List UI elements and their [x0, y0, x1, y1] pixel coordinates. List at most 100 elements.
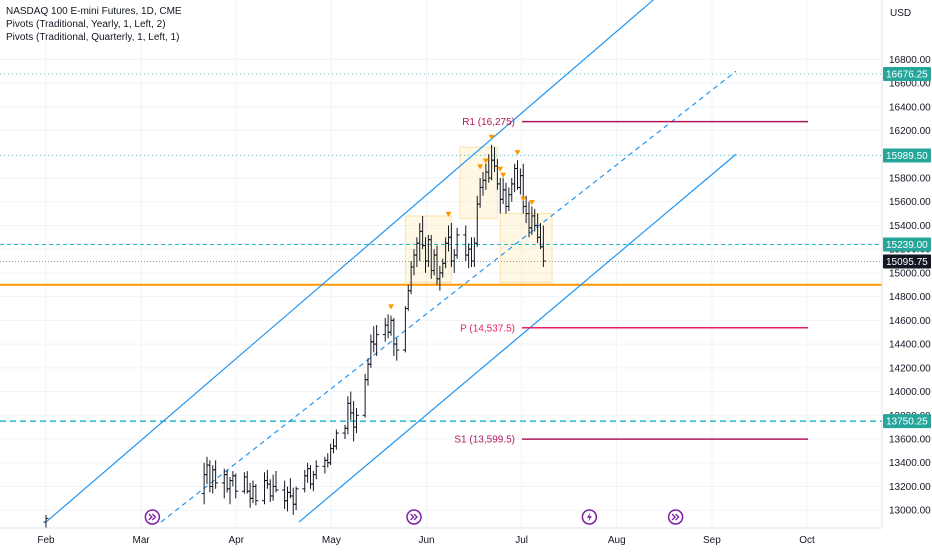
ohlc-bar[interactable]	[509, 177, 515, 202]
channel-lower-line[interactable]	[298, 153, 737, 523]
time-tick-label: Oct	[799, 535, 815, 546]
ohlc-bar[interactable]	[354, 408, 359, 434]
legend-indicator-yearly-pivots[interactable]: Pivots (Traditional, Yearly, 1, Left, 2)	[6, 19, 166, 30]
ohlc-bar[interactable]	[497, 177, 503, 214]
ohlc-bar[interactable]	[451, 249, 457, 273]
price-badge-background	[883, 148, 931, 163]
ohlc-bar[interactable]	[365, 358, 371, 386]
price-badge[interactable]: 15095.75	[883, 254, 931, 269]
ohlc-bar[interactable]	[244, 471, 250, 494]
ohlc-bar[interactable]	[333, 429, 339, 450]
ohlc-bar[interactable]	[43, 514, 49, 528]
sell-signal-triangle[interactable]	[520, 196, 527, 202]
ohlc-bar[interactable]	[230, 471, 236, 487]
ohlc-bar[interactable]	[302, 469, 308, 493]
sell-signal-triangle[interactable]	[500, 172, 507, 178]
ohlc-bar[interactable]	[342, 424, 348, 440]
ohlc-bar[interactable]	[227, 476, 233, 505]
double-arrow-icon[interactable]	[144, 509, 161, 525]
sell-signal-triangle[interactable]	[528, 200, 535, 206]
price-badge[interactable]: 15989.50	[883, 148, 931, 163]
sell-signal-triangle[interactable]	[488, 134, 495, 140]
sell-signal-triangle[interactable]	[477, 164, 484, 170]
ohlc-bar[interactable]	[382, 317, 388, 342]
ohlc-bar[interactable]	[308, 465, 313, 489]
double-arrow-icon[interactable]	[667, 509, 684, 525]
legend-indicator-quarterly-pivots[interactable]: Pivots (Traditional, Quarterly, 1, Left,…	[6, 32, 180, 43]
consolidation-box[interactable]	[499, 213, 553, 283]
ohlc-bar[interactable]	[207, 460, 213, 493]
ohlc-bar[interactable]	[204, 456, 210, 485]
lightning-glyph	[586, 512, 592, 522]
ohlc-bar[interactable]	[515, 160, 520, 190]
currency-label[interactable]: USD	[890, 8, 912, 19]
ohlc-bar[interactable]	[471, 237, 477, 267]
ohlc-bar[interactable]	[391, 317, 397, 356]
ohlc-bar[interactable]	[500, 177, 506, 205]
ohlc-bar[interactable]	[466, 243, 472, 269]
ohlc-bar[interactable]	[454, 227, 460, 259]
ohlc-bar[interactable]	[287, 478, 293, 499]
price-badge[interactable]: 13750.25	[883, 414, 931, 429]
sell-signal-triangle[interactable]	[482, 158, 489, 164]
ohlc-bar[interactable]	[371, 326, 377, 353]
ohlc-bar[interactable]	[374, 325, 380, 356]
ohlc-bar[interactable]	[385, 314, 391, 339]
sell-signal-triangle[interactable]	[445, 211, 452, 217]
ohlc-bar[interactable]	[362, 373, 368, 418]
ohlc-bar[interactable]	[213, 460, 219, 489]
sell-signal-triangle[interactable]	[388, 304, 394, 310]
ohlc-bar[interactable]	[285, 486, 290, 512]
ohlc-bar[interactable]	[368, 334, 374, 368]
ohlc-bar[interactable]	[282, 480, 288, 510]
ohlc-bar[interactable]	[402, 306, 408, 353]
ohlc-bar[interactable]	[273, 471, 279, 493]
ohlc-bar[interactable]	[270, 474, 276, 501]
ohlc-bar[interactable]	[201, 462, 207, 505]
pivot-level-label: P (14,537.5)	[460, 323, 515, 334]
double-arrow-icon[interactable]	[406, 509, 422, 525]
ohlc-bar[interactable]	[293, 486, 299, 511]
ohlc-bar[interactable]	[221, 468, 227, 499]
ohlc-bar[interactable]	[253, 484, 259, 506]
price-badge-label: 15239.00	[886, 240, 928, 251]
ohlc-bar[interactable]	[503, 182, 509, 214]
ohlc-bar[interactable]	[262, 472, 267, 505]
sell-signal-triangle[interactable]	[514, 150, 521, 156]
sell-signal-triangle[interactable]	[497, 166, 504, 172]
ohlc-bar[interactable]	[325, 453, 331, 468]
time-tick-label: May	[322, 535, 341, 546]
ohlc-bar[interactable]	[233, 473, 239, 499]
ohlc-bar[interactable]	[388, 315, 394, 336]
ohlc-bar[interactable]	[469, 237, 474, 267]
ohlc-bar[interactable]	[540, 225, 546, 267]
ohlc-bar[interactable]	[463, 225, 469, 262]
chart-title[interactable]: NASDAQ 100 E-mini Futures, 1D, CME	[6, 6, 182, 17]
ohlc-bar[interactable]	[250, 480, 256, 504]
price-axis: 13000.0013200.0013400.0013600.0013800.00…	[881, 0, 932, 550]
ohlc-bar[interactable]	[290, 487, 296, 515]
lightning-icon[interactable]	[581, 509, 598, 525]
price-badge[interactable]: 15239.00	[883, 237, 931, 252]
ohlc-bar[interactable]	[313, 460, 319, 480]
ohlc-bar[interactable]	[322, 456, 328, 474]
ohlc-bar[interactable]	[394, 338, 400, 361]
ohlc-bar[interactable]	[506, 187, 512, 212]
double-arrow-glyph	[671, 513, 680, 521]
price-tick-label: 16800.00	[889, 55, 931, 66]
price-badge[interactable]: 16676.25	[883, 67, 931, 82]
ohlc-bar[interactable]	[405, 284, 411, 311]
channel-mid-line[interactable]	[160, 70, 737, 523]
price-badge-label: 13750.25	[886, 417, 928, 428]
price-tick-label: 15800.00	[889, 173, 931, 184]
ohlc-bar[interactable]	[310, 471, 316, 492]
ohlc-bar[interactable]	[267, 479, 273, 502]
price-badge-background	[883, 254, 931, 269]
ohlc-bar[interactable]	[328, 443, 334, 466]
channel-upper-line[interactable]	[45, 0, 736, 523]
ohlc-bar[interactable]	[305, 462, 311, 483]
price-tick-label: 15000.00	[889, 268, 931, 279]
ohlc-bar[interactable]	[241, 472, 247, 494]
